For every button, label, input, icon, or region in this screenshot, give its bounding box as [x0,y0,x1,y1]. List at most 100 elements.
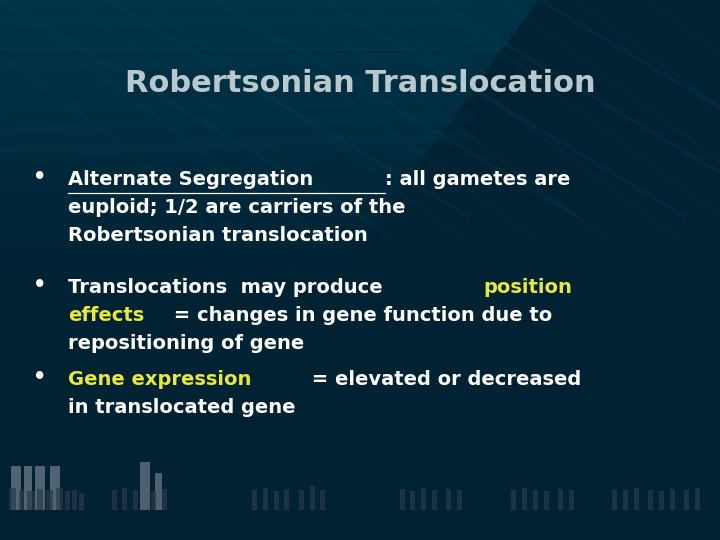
Bar [0,148,428,153]
Bar [274,491,279,510]
Text: = elevated or decreased: = elevated or decreased [305,370,581,389]
Bar [0,84,475,89]
Text: euploid; 1/2 are carriers of the: euploid; 1/2 are carriers of the [68,198,406,217]
Bar [0,267,342,272]
Bar [533,490,538,510]
Bar [0,144,432,149]
Bar [0,79,479,84]
Bar [0,109,457,114]
Bar [0,233,367,238]
Bar [0,30,515,35]
Bar [0,94,468,99]
Bar [648,490,653,510]
Bar [0,20,522,25]
Text: = changes in gene function due to: = changes in gene function due to [167,306,552,325]
Bar [0,228,371,233]
Bar [400,489,405,510]
Bar [544,491,549,510]
Bar [0,99,464,104]
Text: •: • [33,167,46,187]
Bar [569,490,574,510]
Bar [684,490,689,510]
Bar [0,188,400,193]
Bar [634,488,639,510]
Bar [0,10,529,15]
Bar [50,466,60,510]
Text: repositioning of gene: repositioning of gene [68,334,305,353]
Text: Robertsonian translocation: Robertsonian translocation [68,226,368,245]
Bar [0,124,446,129]
Bar [252,490,257,510]
Bar [623,490,628,510]
Text: Gene expression: Gene expression [68,370,252,389]
Bar [0,25,518,30]
Bar [0,193,396,198]
Bar [0,258,349,262]
Bar [35,466,45,510]
Bar [0,0,536,5]
Bar [0,282,331,287]
Bar [37,489,43,510]
Bar [0,59,493,64]
Bar [0,218,378,223]
Bar [0,203,389,208]
Bar [0,178,407,183]
Bar [0,223,374,228]
Text: Translocations  may produce: Translocations may produce [68,278,390,297]
Bar [0,69,486,74]
Bar [0,139,436,144]
Text: Robertsonian Translocation: Robertsonian Translocation [125,69,595,98]
Bar [0,173,410,178]
Bar [0,213,382,218]
Bar [0,75,482,79]
Bar [299,490,304,510]
Bar [0,114,454,119]
Text: effects: effects [68,306,145,325]
Text: : all gametes are: : all gametes are [385,170,570,189]
Bar [0,55,497,59]
Bar [0,50,500,55]
Bar [320,490,325,510]
Bar [0,45,504,50]
Bar [0,164,418,168]
Bar [0,64,490,69]
Bar [421,488,426,510]
Bar [0,119,450,124]
Bar [0,242,360,247]
Bar [670,489,675,510]
Bar [695,488,700,510]
Bar [155,472,162,510]
Bar [112,490,117,510]
Bar [558,489,563,510]
Bar [0,183,403,188]
Bar [0,238,364,242]
Bar [0,5,533,10]
Bar [310,486,315,510]
Bar [0,247,356,252]
Bar [72,490,77,510]
Bar [0,39,508,45]
Text: Alternate Segregation: Alternate Segregation [68,170,314,189]
Bar [122,488,127,510]
Bar [659,491,664,510]
Bar [56,488,63,510]
Bar [65,491,70,510]
Bar [612,489,617,510]
Bar [0,168,414,173]
Bar [0,134,439,139]
Bar [19,490,24,510]
Bar [263,488,268,510]
Text: position: position [483,278,572,297]
Text: in translocated gene: in translocated gene [68,398,296,417]
Bar [0,104,461,109]
Bar [511,490,516,510]
Bar [9,488,16,510]
Bar [446,489,451,510]
Text: •: • [33,275,46,295]
Bar [0,129,443,134]
Bar [0,208,385,213]
Bar [284,489,289,510]
Bar [0,253,353,258]
Bar [432,490,437,510]
Bar [0,277,335,282]
